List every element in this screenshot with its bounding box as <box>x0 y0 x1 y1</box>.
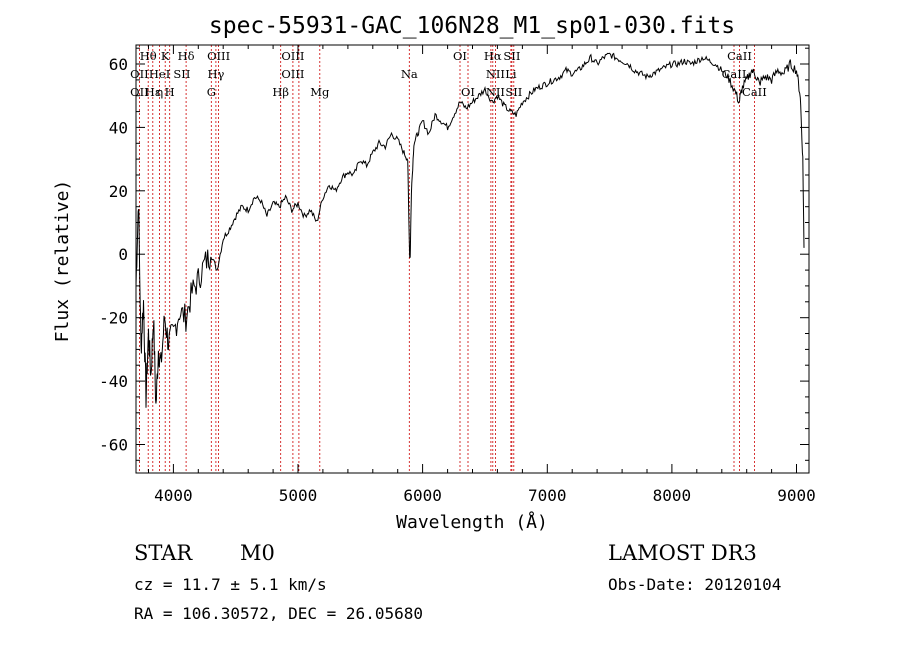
line-label-24: NII <box>486 85 505 99</box>
object-subclass-label: M0 <box>240 541 275 565</box>
line-label-15: Hβ <box>272 85 289 99</box>
line-label-3: Hε <box>145 85 161 99</box>
line-label-16: Mg <box>310 85 330 99</box>
line-label-18: OI <box>453 49 467 63</box>
line-label-20: Hα <box>484 49 502 63</box>
x-tick-label-8000: 8000 <box>653 486 692 505</box>
x-tick-label-4000: 4000 <box>154 486 193 505</box>
redshift-text: cz = 11.7 ± 5.1 km/s <box>134 575 327 594</box>
line-label-13: OIII <box>281 49 304 63</box>
line-label-14: OIII <box>281 67 304 81</box>
y-tick-label-20: 20 <box>109 182 128 201</box>
y-tick-label-60: 60 <box>109 55 128 74</box>
x-axis-label: Wavelength (Å) <box>396 511 548 533</box>
y-axis-ticks: -60 -40 -20 0 20 40 60 <box>99 47 809 461</box>
marker-lines <box>138 45 755 473</box>
line-label-27: CaII <box>722 67 747 81</box>
plot-frame <box>135 44 810 474</box>
line-label-7: Hδ <box>178 49 195 63</box>
line-label-5: HeI <box>149 67 170 81</box>
line-label-19: OI <box>461 85 475 99</box>
line-label-17: Na <box>401 67 418 81</box>
y-tick-label-40: 40 <box>109 118 128 137</box>
line-label-8: SII <box>173 67 190 81</box>
y-axis-label: Flux (relative) <box>52 180 73 343</box>
line-label-9: H <box>165 85 175 99</box>
x-tick-label-5000: 5000 <box>279 486 318 505</box>
obs-date-text: Obs-Date: 20120104 <box>608 575 781 594</box>
line-label-28: CaII <box>742 85 767 99</box>
line-label-12: G <box>207 85 216 99</box>
survey-label: LAMOST DR3 <box>608 541 757 565</box>
x-axis-ticks: 4000 5000 6000 7000 8000 9000 <box>148 45 816 505</box>
line-label-2: OII <box>130 85 149 99</box>
line-label-21: SII <box>503 49 520 63</box>
y-tick-label--60: -60 <box>99 436 128 455</box>
x-tick-label-7000: 7000 <box>528 486 567 505</box>
line-label-23: Li <box>505 67 517 81</box>
object-class-label: STAR <box>134 541 193 565</box>
line-label-26: CaII <box>727 49 752 63</box>
line-label-4: K <box>161 49 170 63</box>
coordinates-text: RA = 106.30572, DEC = 26.05680 <box>134 604 423 623</box>
chart-title: spec-55931-GAC_106N28_M1_sp01-030.fits <box>209 13 735 39</box>
spectrum-series-line <box>135 52 805 408</box>
line-label-25: SII <box>505 85 522 99</box>
y-tick-label--40: -40 <box>99 372 128 391</box>
line-label-0: Hθ <box>140 49 157 63</box>
line-label-11: Hγ <box>207 67 224 81</box>
x-tick-label-9000: 9000 <box>777 486 816 505</box>
x-tick-label-6000: 6000 <box>403 486 442 505</box>
y-tick-label-0: 0 <box>118 245 128 264</box>
y-tick-label--20: -20 <box>99 309 128 328</box>
line-label-1: OII <box>130 67 149 81</box>
line-label-10: OIII <box>207 49 230 63</box>
line-label-6: η <box>156 85 163 99</box>
line-label-22: NII <box>486 67 505 81</box>
